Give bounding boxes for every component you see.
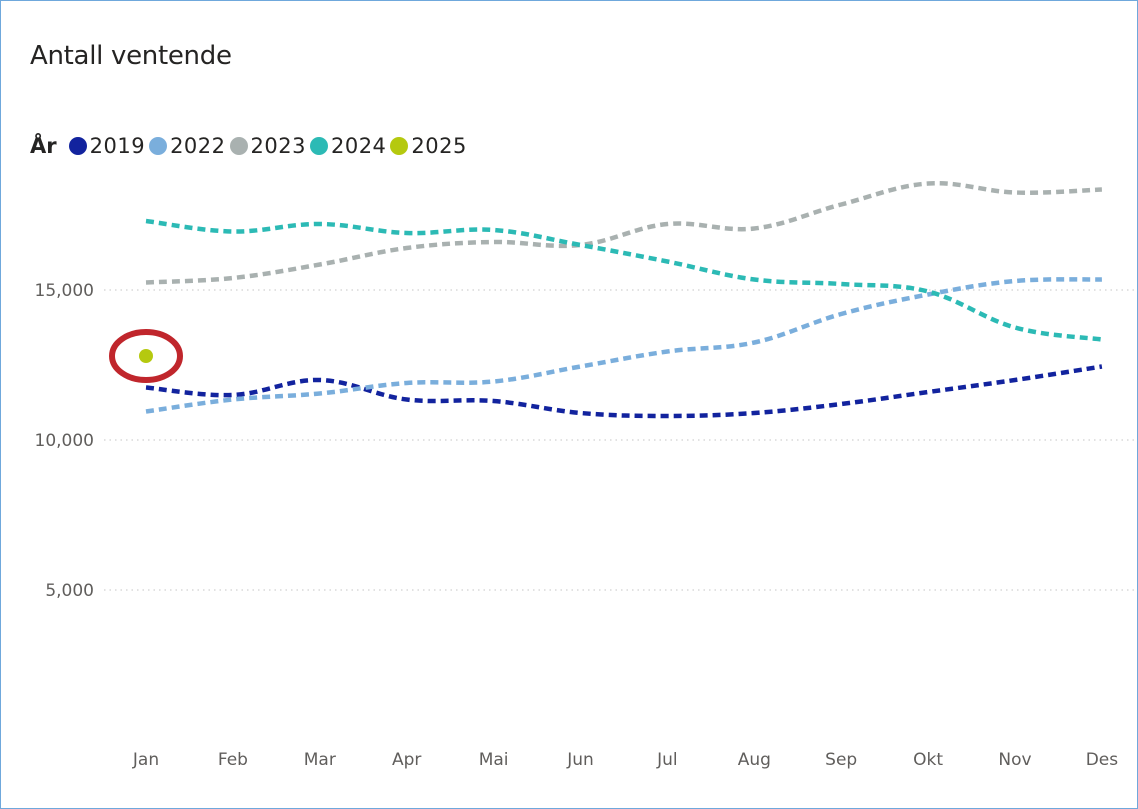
- x-tick-label: Jun: [566, 750, 594, 770]
- y-tick-label: 15,000: [35, 281, 94, 301]
- chart-title: Antall ventende: [30, 41, 232, 71]
- x-tick-label: Mar: [304, 750, 336, 770]
- legend-marker-2022: [149, 137, 168, 155]
- legend-item-2023[interactable]: 2023: [229, 134, 306, 158]
- x-tick-label: Sep: [825, 750, 857, 770]
- x-tick-label: Jul: [656, 750, 678, 770]
- highlight-circle-annotation: [109, 329, 183, 383]
- legend-label-2022: 2022: [170, 134, 226, 158]
- x-tick-label: Apr: [392, 750, 421, 770]
- legend-item-2024[interactable]: 2024: [309, 134, 387, 158]
- legend-marker-2024: [309, 137, 328, 155]
- y-tick-label: 5,000: [45, 581, 94, 601]
- x-tick-label: Mai: [479, 750, 509, 770]
- legend-label-2025: 2025: [411, 134, 467, 158]
- series-line-2023: [145, 180, 1102, 285]
- y-tick-label: 10,000: [35, 431, 94, 451]
- legend-marker-2023: [229, 137, 248, 155]
- legend-label-2019: 2019: [89, 134, 146, 158]
- series-line-2022: [145, 277, 1102, 414]
- data-point-2025-Jan: [139, 349, 153, 363]
- legend-label-2024: 2024: [330, 134, 387, 158]
- legend-label-2023: 2023: [250, 134, 306, 158]
- legend-item-2025[interactable]: 2025: [390, 134, 466, 158]
- x-tick-label: Okt: [913, 750, 943, 770]
- series-line-2019: [145, 364, 1103, 419]
- legend-item-2022[interactable]: 2022: [149, 134, 225, 158]
- x-tick-label: Feb: [218, 750, 248, 770]
- x-tick-label: Jan: [132, 750, 159, 770]
- legend-marker-2025: [390, 137, 409, 155]
- x-tick-label: Nov: [998, 750, 1031, 770]
- legend-item-2019[interactable]: 2019: [68, 134, 146, 158]
- legend-title: År: [30, 134, 57, 158]
- legend: År 2019 2022 2023 2024 2025: [30, 131, 471, 161]
- series-line-2024: [145, 218, 1103, 342]
- x-tick-label: Des: [1086, 750, 1119, 770]
- legend-marker-2019: [68, 137, 87, 155]
- x-tick-label: Aug: [738, 750, 771, 770]
